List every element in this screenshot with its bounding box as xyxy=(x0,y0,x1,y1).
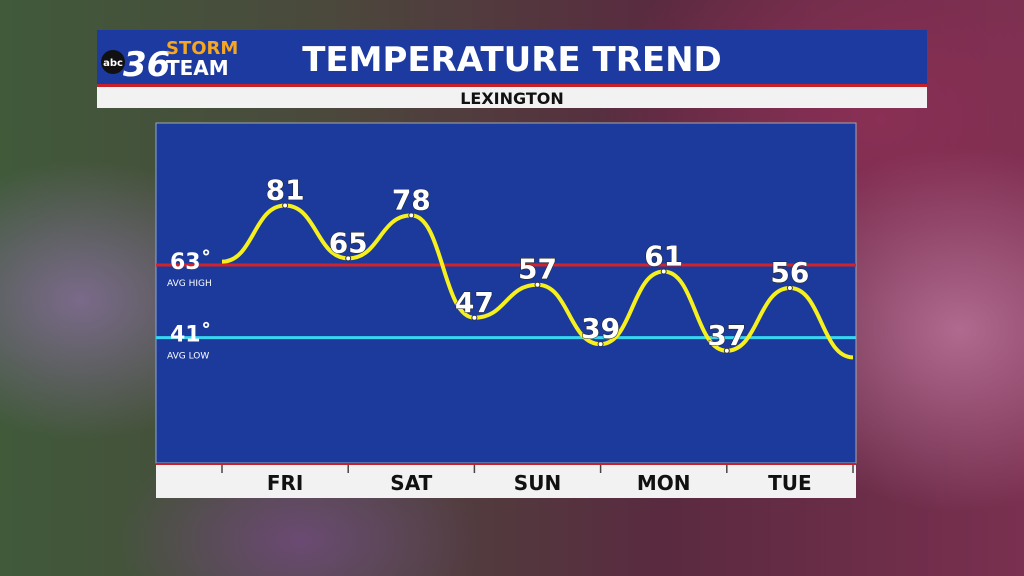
value-label: 81 xyxy=(266,174,305,207)
x-tick-label: SAT xyxy=(390,471,432,495)
value-label: 57 xyxy=(518,253,557,286)
header-rule xyxy=(97,84,927,87)
chart-title: TEMPERATURE TREND xyxy=(302,40,722,80)
chart-subtitle: LEXINGTON xyxy=(460,89,564,108)
value-label: 78 xyxy=(392,183,431,216)
reference-sublabel: AVG HIGH xyxy=(167,279,212,289)
point xyxy=(282,202,289,209)
value-label: 61 xyxy=(644,240,683,273)
reference-label: 63˚ xyxy=(170,250,212,275)
temperature-line xyxy=(221,203,854,360)
point xyxy=(597,341,604,348)
logo-circle xyxy=(101,50,125,74)
point xyxy=(723,347,730,354)
point xyxy=(471,314,478,321)
plot-panel xyxy=(155,122,857,464)
axis-rule xyxy=(156,463,856,465)
x-tick-label: MON xyxy=(637,471,691,495)
logo-line2: TEAM xyxy=(166,56,229,80)
logo-line1: STORM xyxy=(166,38,238,59)
x-tick-label: FRI xyxy=(267,471,304,495)
header-bar xyxy=(97,30,927,84)
value-label: 37 xyxy=(707,319,746,352)
reference-sublabel: AVG LOW xyxy=(167,352,209,362)
point xyxy=(408,212,415,219)
point xyxy=(786,285,793,292)
value-label: 65 xyxy=(329,226,368,259)
point xyxy=(534,281,541,288)
value-label: 39 xyxy=(581,312,620,345)
logo-network: abc xyxy=(103,58,123,69)
axis-strip xyxy=(156,463,856,498)
reference-label: 41˚ xyxy=(170,323,212,348)
subtitle-bar xyxy=(97,87,927,108)
point xyxy=(345,255,352,262)
x-tick-label: SUN xyxy=(514,471,561,495)
value-label: 56 xyxy=(770,256,809,289)
value-label: 47 xyxy=(455,286,494,319)
x-tick-label: TUE xyxy=(768,471,812,495)
point xyxy=(660,268,667,275)
logo-channel: 36 xyxy=(123,45,170,85)
